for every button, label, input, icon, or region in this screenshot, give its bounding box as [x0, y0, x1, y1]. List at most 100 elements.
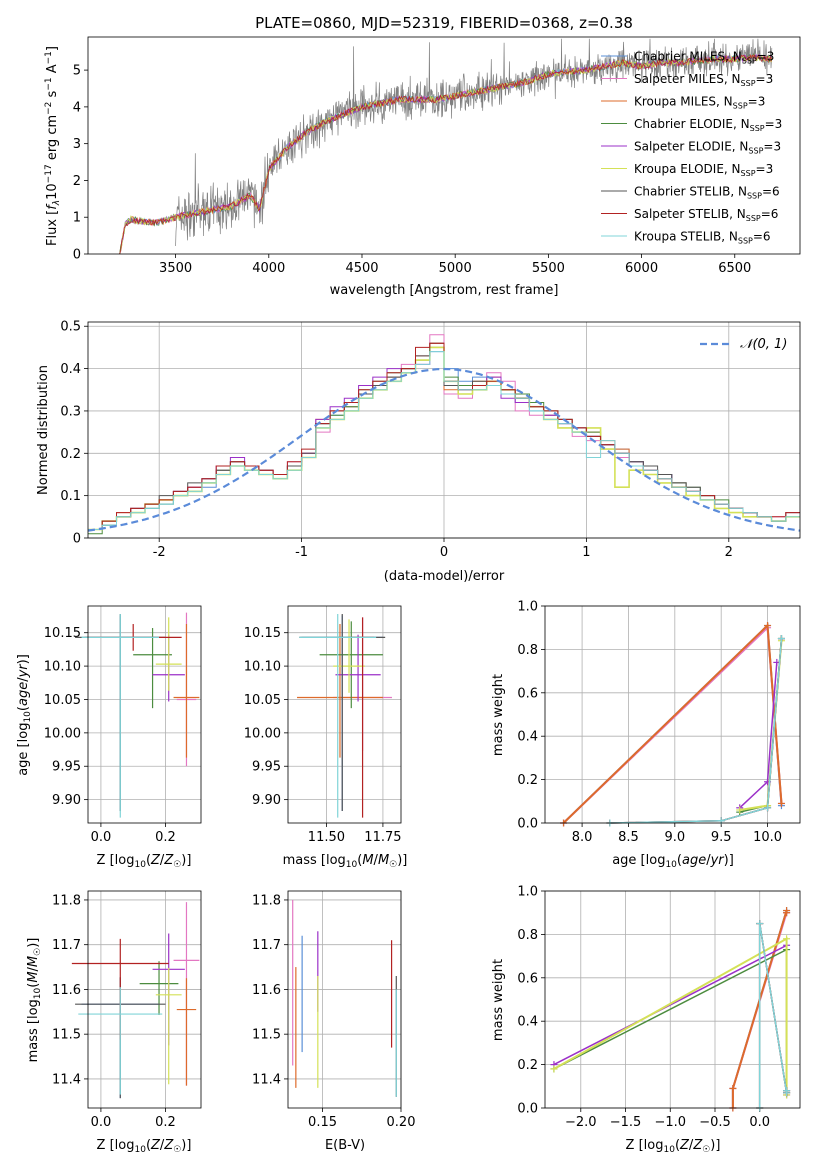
y-tick-label: 10.15	[244, 626, 281, 641]
point-chabrier_stelib	[299, 614, 386, 811]
x-tick-label: 0.0	[91, 830, 112, 845]
series-salpeter_miles	[562, 625, 783, 824]
y-tick-label: 10.05	[44, 693, 81, 708]
y-tick-label: 11.6	[252, 983, 281, 998]
x-tick-label: 0.0	[749, 1115, 770, 1130]
legend-label: Salpeter MILES, NSSP=3	[634, 72, 773, 88]
point-chabrier_elodie	[319, 621, 383, 709]
data-spectrum	[175, 38, 773, 247]
x-tick-label: 11.50	[308, 830, 345, 845]
y-tick-label: 9.95	[252, 760, 281, 775]
y-tick-label: 0.6	[517, 686, 538, 701]
y-axis-label: Flux [fλ10−17 erg cm−2 s−1 A−1]	[44, 46, 62, 246]
y-tick-label: 0.3	[60, 404, 81, 419]
point-kroupa_stelib	[299, 614, 377, 818]
y-tick-label: 1.0	[517, 600, 538, 615]
axes-frame	[87, 605, 202, 824]
x-tick-label: 9.5	[711, 830, 732, 845]
axes-frame	[287, 605, 402, 824]
x-tick-label: −1.0	[654, 1115, 686, 1130]
axes-mass_vs_Z: 0.0 0.2 11.4 11.5 11.6 11.7 11.8 Z [log10(Z/Z☉)…	[26, 890, 202, 1155]
axes-mass_weight_vs_age: 8.0 8.5 9.0 9.5 10.0 0.0 0.2 0.4 0.6 0.8 1.0 age [l…	[491, 600, 801, 870]
x-tick-label: 4000	[252, 261, 285, 276]
series-salpeter_stelib	[609, 638, 783, 824]
series-kroupa_stelib	[609, 638, 783, 824]
model-kroupa_elodie	[119, 54, 773, 255]
y-tick-label: 10.10	[244, 660, 281, 675]
y-tick-label: 0.0	[517, 1102, 538, 1117]
axes-age_vs_Z: 0.0 0.2 9.90 9.95 10.00 10.05 10.10 10.15 Z [log…	[16, 605, 202, 870]
axis-label-age: age [log10(age/yr)]	[612, 853, 734, 870]
axis-label-z: Z [log10(Z/Z☉)]	[97, 1138, 192, 1155]
y-tick-label: 5	[73, 64, 81, 79]
y-tick-label: 10.10	[44, 660, 81, 675]
y-tick-label: 0.4	[517, 1015, 538, 1030]
point-kroupa_elodie	[155, 967, 182, 1085]
x-tick-label: 0.0	[91, 1115, 112, 1130]
axis-label-z: Z [log10(Z/Z☉)]	[626, 1138, 721, 1155]
normal-curve	[87, 367, 801, 532]
y-tick-label: 4	[73, 100, 81, 115]
series-kroupa_miles	[562, 623, 783, 824]
axes-spectrum: 3500 4000 4500 5000 5500 6000 6500 0 1 2 3 4 5 Chabri…	[44, 14, 801, 298]
grid	[288, 606, 401, 823]
hist-kroupa_stelib	[88, 351, 800, 530]
point-kroupa_miles	[176, 978, 197, 1086]
y-tick-label: 11.5	[52, 1028, 81, 1043]
x-tick-label: 9.0	[664, 830, 685, 845]
y-tick-label: 0	[73, 248, 81, 263]
y-tick-label: 0.8	[517, 643, 538, 658]
y-tick-label: 9.90	[252, 793, 281, 808]
y-tick-label: 0.8	[517, 928, 538, 943]
x-tick-label: 0.2	[155, 830, 176, 845]
legend-label: Chabrier STELIB, NSSP=6	[634, 185, 780, 201]
series-chabrier_stelib	[609, 638, 783, 824]
y-tick-label: 11.8	[52, 893, 81, 908]
x-tick-label: 5500	[532, 261, 565, 276]
y-tick-label: 0.4	[60, 362, 81, 377]
y-tick-label: 10.15	[44, 626, 81, 641]
y-tick-label: 11.6	[52, 983, 81, 998]
series-chabrier_miles	[562, 623, 783, 824]
axes-frame	[87, 890, 202, 1109]
x-tick-label: −1.5	[610, 1115, 642, 1130]
x-tick-label: 5000	[439, 261, 472, 276]
x-tick-label: 8.5	[618, 830, 639, 845]
legend: Chabrier MILES, NSSP=3 Salpeter MILES, NS…	[601, 50, 782, 246]
axis-label-mass: mass [log10(M/M☉)]	[283, 853, 408, 870]
y-tick-label: 11.4	[52, 1072, 81, 1087]
axes-residuals: -2 -1 0 1 2 0 0.1 0.2 0.3 0.4 0.5 𝒩(0, 1) (data-mode…	[36, 320, 801, 584]
point-kroupa_elodie	[155, 617, 182, 691]
y-tick-label: 10.05	[244, 693, 281, 708]
y-tick-label: 11.4	[252, 1072, 281, 1087]
y-tick-label: 0	[73, 532, 81, 547]
x-tick-label: 11.75	[364, 830, 401, 845]
legend-label: 𝒩(0, 1)	[740, 337, 787, 352]
y-tick-label: 9.95	[52, 760, 81, 775]
series-kroupa_elodie	[739, 640, 783, 811]
axes-frame	[544, 890, 801, 1109]
legend-label: Kroupa MILES, NSSP=3	[634, 95, 765, 111]
x-tick-label: −0.5	[699, 1115, 731, 1130]
axis-label-z: Z [log10(Z/Z☉)]	[97, 853, 192, 870]
x-axis-label: (data-model)/error	[384, 569, 505, 584]
grid	[288, 891, 402, 1108]
x-tick-label: 4500	[345, 261, 378, 276]
y-tick-label: 0.2	[517, 1058, 538, 1073]
x-tick-label: 2	[725, 545, 733, 560]
x-tick-label: -2	[153, 545, 166, 560]
x-tick-label: 0.15	[308, 1115, 337, 1130]
y-tick-label: 2	[73, 174, 81, 189]
x-tick-label: 1	[582, 545, 590, 560]
x-tick-label: 8.0	[572, 830, 593, 845]
y-tick-label: 11.5	[252, 1028, 281, 1043]
axes-frame	[87, 321, 801, 539]
y-tick-label: 10.00	[44, 726, 81, 741]
point-chabrier_elodie	[139, 961, 179, 1015]
y-tick-label: 1	[73, 211, 81, 226]
y-tick-label: 0.0	[517, 817, 538, 832]
point-chabrier_elodie	[133, 628, 172, 709]
x-tick-label: −2.0	[565, 1115, 597, 1130]
y-tick-label: 3	[73, 137, 81, 152]
x-tick-label: 0.20	[387, 1115, 416, 1130]
